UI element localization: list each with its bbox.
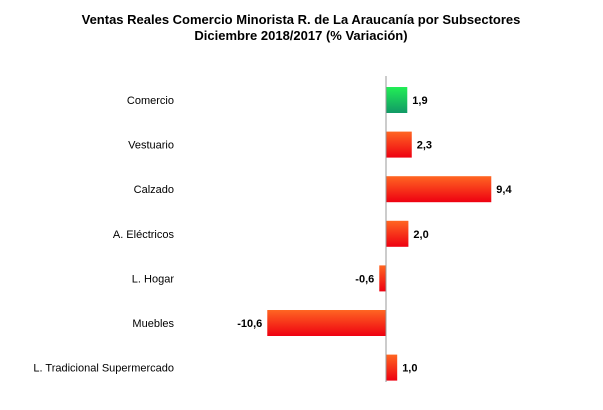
value-label-5: -10,6	[237, 318, 262, 330]
bar-0	[386, 87, 408, 113]
value-label-0: 1,9	[412, 95, 427, 107]
category-label-5: Muebles	[132, 318, 174, 330]
category-label-1: Vestuario	[128, 140, 174, 152]
category-label-6: L. Tradicional Supermercado	[33, 363, 174, 375]
bars-group: Comercio 1,9 Vestuario 2,3 Calzado 9,4 A. Eléc…	[33, 87, 512, 381]
category-label-3: A. Eléctricos	[113, 229, 175, 241]
chart-title-line-1: Ventas Reales Comercio Minorista R. de L…	[82, 12, 521, 27]
bar-1	[386, 131, 412, 158]
value-label-4: -0,6	[355, 273, 374, 285]
bar-6	[386, 354, 398, 381]
category-label-2: Calzado	[134, 184, 174, 196]
category-label-4: L. Hogar	[132, 273, 175, 285]
bar-5	[267, 310, 386, 336]
value-label-1: 2,3	[417, 140, 432, 152]
value-label-3: 2,0	[413, 229, 428, 241]
bar-3	[386, 220, 409, 247]
bar-2	[386, 176, 492, 203]
chart-title-line-2: Diciembre 2018/2017 (% Variación)	[194, 28, 407, 43]
category-label-0: Comercio	[127, 95, 174, 107]
bar-4	[379, 265, 386, 292]
value-label-6: 1,0	[402, 363, 417, 375]
value-label-2: 9,4	[496, 184, 512, 196]
